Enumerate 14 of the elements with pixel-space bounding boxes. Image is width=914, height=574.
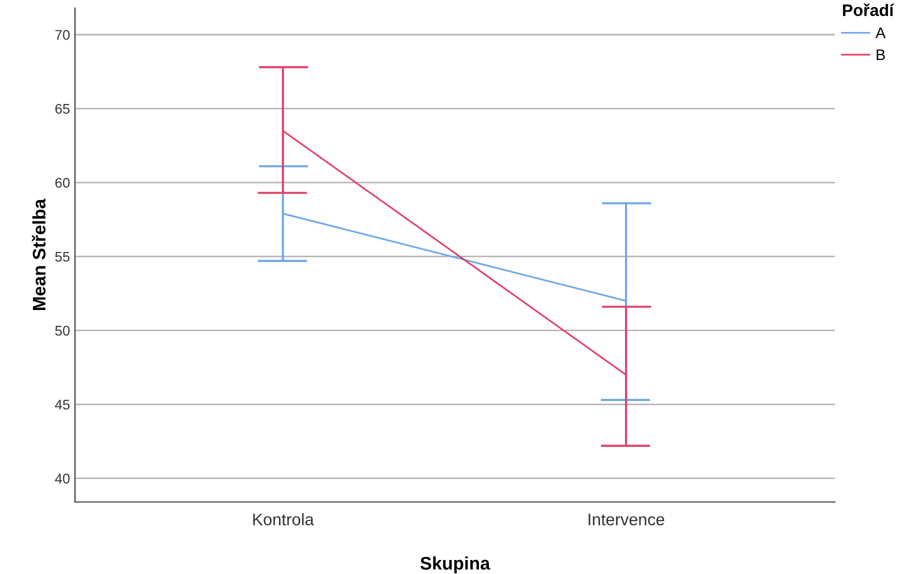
y-tick-label: 50 xyxy=(55,326,70,336)
y-tick-label: 40 xyxy=(55,474,70,484)
y-tick-label: 65 xyxy=(55,104,70,114)
y-axis-title: Mean Střelba xyxy=(32,198,46,310)
y-tick-label: 45 xyxy=(55,400,70,410)
y-tick-label: 60 xyxy=(55,178,70,188)
legend-label: B xyxy=(876,49,885,60)
x-axis-title: Skupina xyxy=(420,556,490,574)
x-tick-label: Kontrola xyxy=(253,513,314,526)
x-tick-label: Intervence xyxy=(588,514,664,526)
legend-label: A xyxy=(876,28,886,38)
y-tick-label: 55 xyxy=(55,252,70,262)
y-tick-label: 70 xyxy=(55,30,70,40)
legend-title: Pořadí xyxy=(843,4,894,16)
